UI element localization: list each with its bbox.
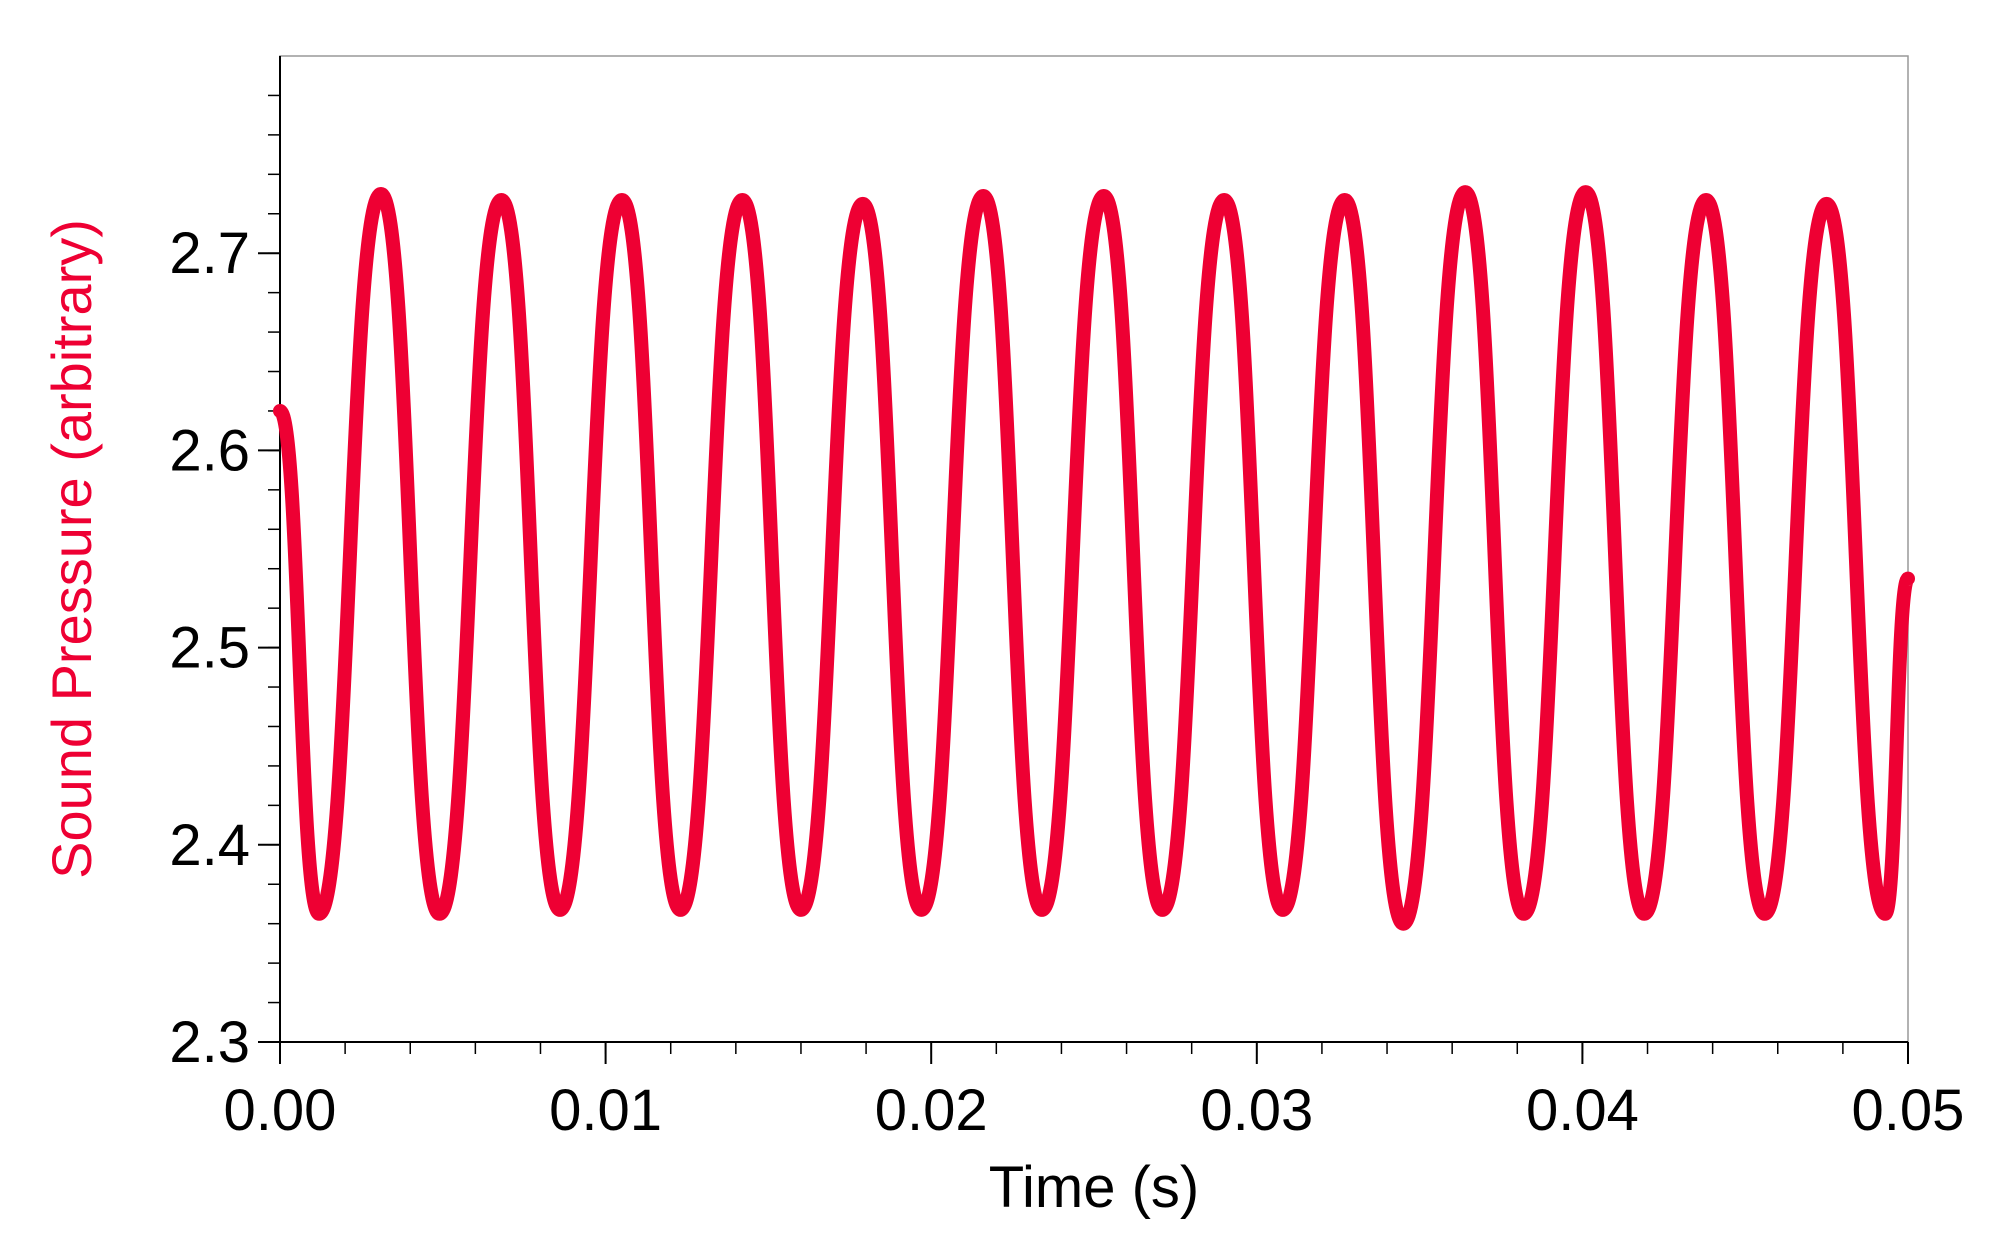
x-tick-label: 0.02 — [875, 1078, 988, 1143]
y-tick-label: 2.4 — [169, 813, 250, 878]
sound-pressure-series-line — [273, 185, 1915, 931]
x-tick-label: 0.04 — [1526, 1078, 1639, 1143]
x-tick-label: 0.03 — [1200, 1078, 1313, 1143]
y-tick-label: 2.6 — [169, 418, 250, 483]
y-axis-title: Sound Pressure (arbitrary) — [40, 219, 103, 879]
x-tick-labels: 0.00 0.01 0.02 0.03 0.04 0.05 — [224, 1078, 1965, 1143]
x-tick-label: 0.00 — [224, 1078, 337, 1143]
x-axis-title: Time (s) — [989, 1155, 1199, 1220]
x-tick-label: 0.05 — [1852, 1078, 1965, 1143]
y-tick-label: 2.3 — [169, 1010, 250, 1075]
x-tick-label: 0.01 — [549, 1078, 662, 1143]
major-ticks — [258, 252, 1909, 1064]
y-tick-label: 2.5 — [169, 616, 250, 681]
y-tick-labels: 2.3 2.4 2.5 2.6 2.7 — [169, 221, 250, 1075]
minor-ticks — [268, 94, 1844, 1054]
y-tick-label: 2.7 — [169, 221, 250, 286]
